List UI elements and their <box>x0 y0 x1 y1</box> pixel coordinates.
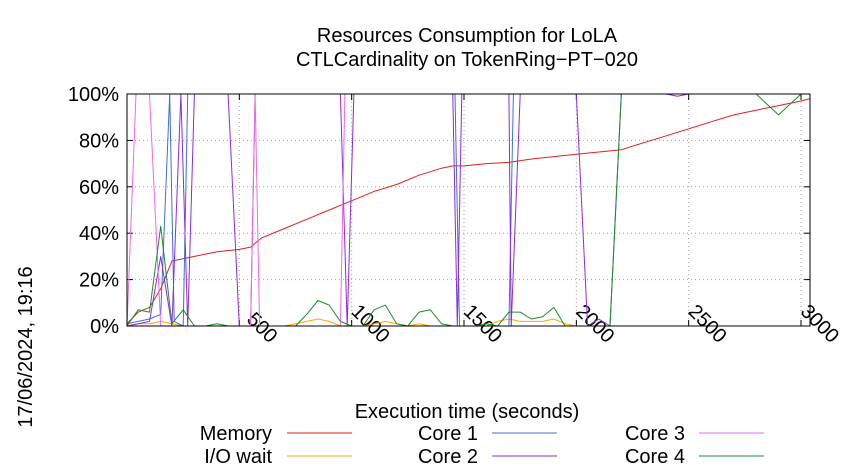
legend-label-core-3: Core 3 <box>625 423 685 445</box>
legend: Memory Core 1 Core 3 I/O wait Core 2 Core 4 <box>200 423 764 468</box>
x-axis-label: Execution time (seconds) <box>355 401 580 423</box>
series-line-memory <box>126 98 811 325</box>
x-axis-ticks: 500 1000 1500 2000 2500 3000 <box>238 94 843 348</box>
y-tick-label: 40% <box>79 223 119 245</box>
x-tick-label: 3000 <box>796 301 843 348</box>
plot-frame <box>126 93 811 327</box>
y-tick-label: 60% <box>79 177 119 199</box>
timestamp-label: 17/06/2024, 19:16 <box>15 266 37 427</box>
x-tick-label: 2500 <box>684 301 731 348</box>
y-tick-label: 80% <box>79 130 119 152</box>
y-axis-ticks: 0% 20% 40% 60% 80% 100% <box>68 84 810 338</box>
legend-label-core-1: Core 1 <box>418 423 478 445</box>
chart-title-line-1: Resources Consumption for LoLA <box>317 25 618 47</box>
series-line-core-2 <box>126 93 810 327</box>
series-lines <box>126 93 811 327</box>
legend-label-core-4: Core 4 <box>625 446 685 468</box>
legend-label-i-o-wait: I/O wait <box>204 446 272 468</box>
y-tick-label: 20% <box>79 270 119 292</box>
grid-lines <box>127 94 810 326</box>
legend-label-core-2: Core 2 <box>418 446 478 468</box>
y-tick-label: 0% <box>90 316 119 338</box>
x-tick-label: 500 <box>242 308 281 347</box>
chart-title-line-2: CTLCardinality on TokenRing−PT−020 <box>296 49 638 71</box>
y-tick-label: 100% <box>68 84 119 106</box>
legend-label-memory: Memory <box>200 423 272 445</box>
